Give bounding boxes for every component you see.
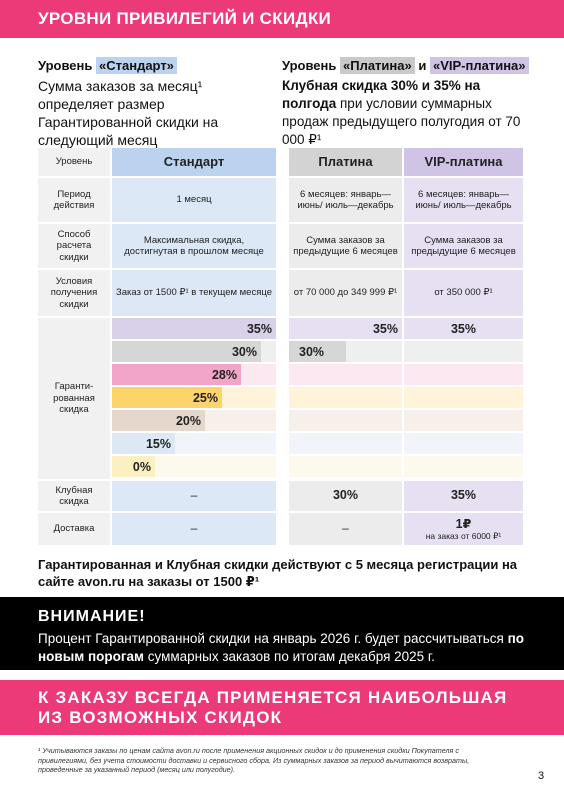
intro-label: Уровень bbox=[38, 58, 93, 73]
row-label: Гаранти-рованная скидка bbox=[38, 318, 110, 479]
cell: Заказ от 1500 ₽¹ в текущем месяце bbox=[112, 270, 276, 316]
cell: 30% bbox=[289, 481, 402, 511]
column-header: Стандарт bbox=[112, 148, 276, 176]
delivery-price: 1₽ bbox=[455, 517, 472, 531]
cell: 1 месяц bbox=[112, 178, 276, 222]
level-bar: 30% bbox=[112, 341, 261, 362]
notice-title: ВНИМАНИЕ! bbox=[38, 608, 146, 625]
row-label: Период действия bbox=[38, 178, 110, 222]
row-band bbox=[404, 318, 523, 339]
level-bar: 35% bbox=[112, 318, 276, 339]
intro-premium: Уровень «Платина» и «VIP-платина» Клубна… bbox=[282, 57, 532, 149]
intro-heading: Уровень «Стандарт» bbox=[38, 57, 278, 74]
cell: 1₽ на заказ от 6000 ₽¹ bbox=[404, 513, 523, 545]
row-band bbox=[404, 387, 523, 408]
conditions: Гарантированная и Клубная скидки действу… bbox=[38, 557, 518, 589]
cell: от 350 000 ₽¹ bbox=[404, 270, 523, 316]
delivery-note: на заказ от 6000 ₽¹ bbox=[425, 531, 502, 541]
row-band bbox=[289, 387, 402, 408]
cell: 6 месяцев: январь—июнь/ июль—декабрь bbox=[289, 178, 402, 222]
footnote: ¹ Учитываются заказы по ценам сайта avon… bbox=[38, 746, 470, 774]
row-band bbox=[289, 318, 402, 339]
cell: от 70 000 до 349 999 ₽¹ bbox=[289, 270, 402, 316]
row-band bbox=[404, 433, 523, 454]
level-bar: 15% bbox=[112, 433, 175, 454]
intro-label: Уровень bbox=[282, 58, 337, 73]
connector: и bbox=[418, 58, 427, 73]
level-cell: 35% bbox=[450, 321, 477, 336]
notice-bold: по новым порогам bbox=[38, 631, 524, 664]
level-bar: 28% bbox=[112, 364, 241, 385]
column-header: VIP-платина bbox=[404, 148, 523, 176]
cell: 35% bbox=[404, 481, 523, 511]
row-band bbox=[404, 341, 523, 362]
cell: – bbox=[112, 513, 276, 545]
notice-text: Процент Гарантированной скидки на январь… bbox=[38, 630, 538, 666]
level-bar: 0% bbox=[112, 456, 155, 477]
intro-heading: Уровень «Платина» и «VIP-платина» bbox=[282, 57, 532, 74]
cell: – bbox=[112, 481, 276, 511]
intro-text: Клубная скидка 30% и 35% на полгода при … bbox=[282, 77, 532, 149]
header-bar: УРОВНИ ПРИВИЛЕГИЙ И СКИДКИ bbox=[0, 0, 564, 38]
intro-standard: Уровень «Стандарт» Сумма заказов за меся… bbox=[38, 57, 278, 149]
intro-text: Сумма заказов за месяц¹ определяет разме… bbox=[38, 78, 219, 148]
level-cell: 35% bbox=[372, 321, 398, 336]
cell: Сумма заказов за предыдущие 6 месяцев bbox=[289, 224, 402, 268]
page-number: 3 bbox=[538, 770, 545, 782]
row-band bbox=[289, 456, 402, 477]
banner-text: К ЗАКАЗУ ВСЕГДА ПРИМЕНЯЕТСЯ НАИБОЛЬШАЯ И… bbox=[38, 688, 508, 727]
privilege-table: Уровень Стандарт Платина VIP-платина Пер… bbox=[38, 148, 523, 545]
notice-plain: Процент Гарантированной скидки на январь… bbox=[38, 631, 504, 646]
row-label: Условия получения скидки bbox=[38, 270, 110, 316]
banner: К ЗАКАЗУ ВСЕГДА ПРИМЕНЯЕТСЯ НАИБОЛЬШАЯ И… bbox=[0, 680, 564, 735]
intro-bold: Клубная скидка 30% и 35% на полгода bbox=[282, 78, 481, 111]
badge: «Платина» bbox=[340, 57, 415, 74]
column-header: Платина bbox=[289, 148, 402, 176]
row-band bbox=[289, 433, 402, 454]
level-bar: 30% bbox=[289, 341, 346, 362]
cell: 6 месяцев: январь—июнь/ июль—декабрь bbox=[404, 178, 523, 222]
level-bar: 20% bbox=[112, 410, 205, 431]
row-band bbox=[289, 364, 402, 385]
row-band bbox=[404, 456, 523, 477]
row-band bbox=[289, 410, 402, 431]
badge: «VIP-платина» bbox=[429, 57, 529, 74]
row-label: Доставка bbox=[38, 513, 110, 545]
level-bar: 25% bbox=[112, 387, 222, 408]
intro-plain: при условии суммарных продаж предыдущего… bbox=[282, 96, 521, 147]
notice-block: ВНИМАНИЕ! Процент Гарантированной скидки… bbox=[0, 597, 564, 670]
row-label: Способ расчета скидки bbox=[38, 224, 110, 268]
header-title: УРОВНИ ПРИВИЛЕГИЙ И СКИДКИ bbox=[38, 9, 332, 28]
notice-plain: суммарных заказов по итогам декабря 2025… bbox=[147, 649, 435, 664]
cell: Сумма заказов за предыдущие 6 месяцев bbox=[404, 224, 523, 268]
cell: – bbox=[289, 513, 402, 545]
row-band bbox=[404, 364, 523, 385]
cell: Максимальная скидка, достигнутая в прошл… bbox=[112, 224, 276, 268]
row-band bbox=[404, 410, 523, 431]
column-header: Уровень bbox=[38, 148, 110, 176]
badge: «Стандарт» bbox=[96, 57, 177, 74]
row-label: Клубная скидка bbox=[38, 481, 110, 511]
